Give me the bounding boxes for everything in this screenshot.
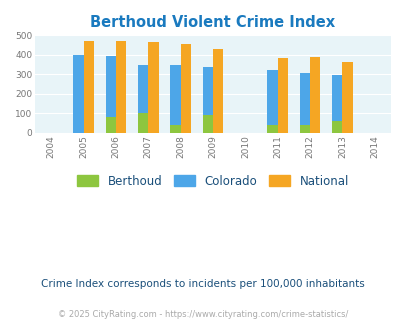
Bar [341,62,352,133]
Bar [309,57,320,133]
Bar [180,44,190,133]
Bar [331,75,341,133]
Bar [138,113,148,133]
Bar [105,117,116,133]
Text: Crime Index corresponds to incidents per 100,000 inhabitants: Crime Index corresponds to incidents per… [41,279,364,289]
Bar [170,124,180,133]
Bar [170,65,180,133]
Text: © 2025 CityRating.com - https://www.cityrating.com/crime-statistics/: © 2025 CityRating.com - https://www.city… [58,310,347,319]
Bar [267,70,277,133]
Bar [331,121,341,133]
Bar [267,124,277,133]
Bar [213,49,223,133]
Bar [299,73,309,133]
Bar [105,56,116,133]
Bar [202,67,213,133]
Bar [202,115,213,133]
Bar [73,55,83,133]
Bar [299,124,309,133]
Title: Berthoud Violent Crime Index: Berthoud Violent Crime Index [90,15,335,30]
Bar [148,42,158,133]
Bar [116,41,126,133]
Bar [277,57,288,133]
Legend: Berthoud, Colorado, National: Berthoud, Colorado, National [72,170,353,192]
Bar [83,41,94,133]
Bar [138,65,148,133]
